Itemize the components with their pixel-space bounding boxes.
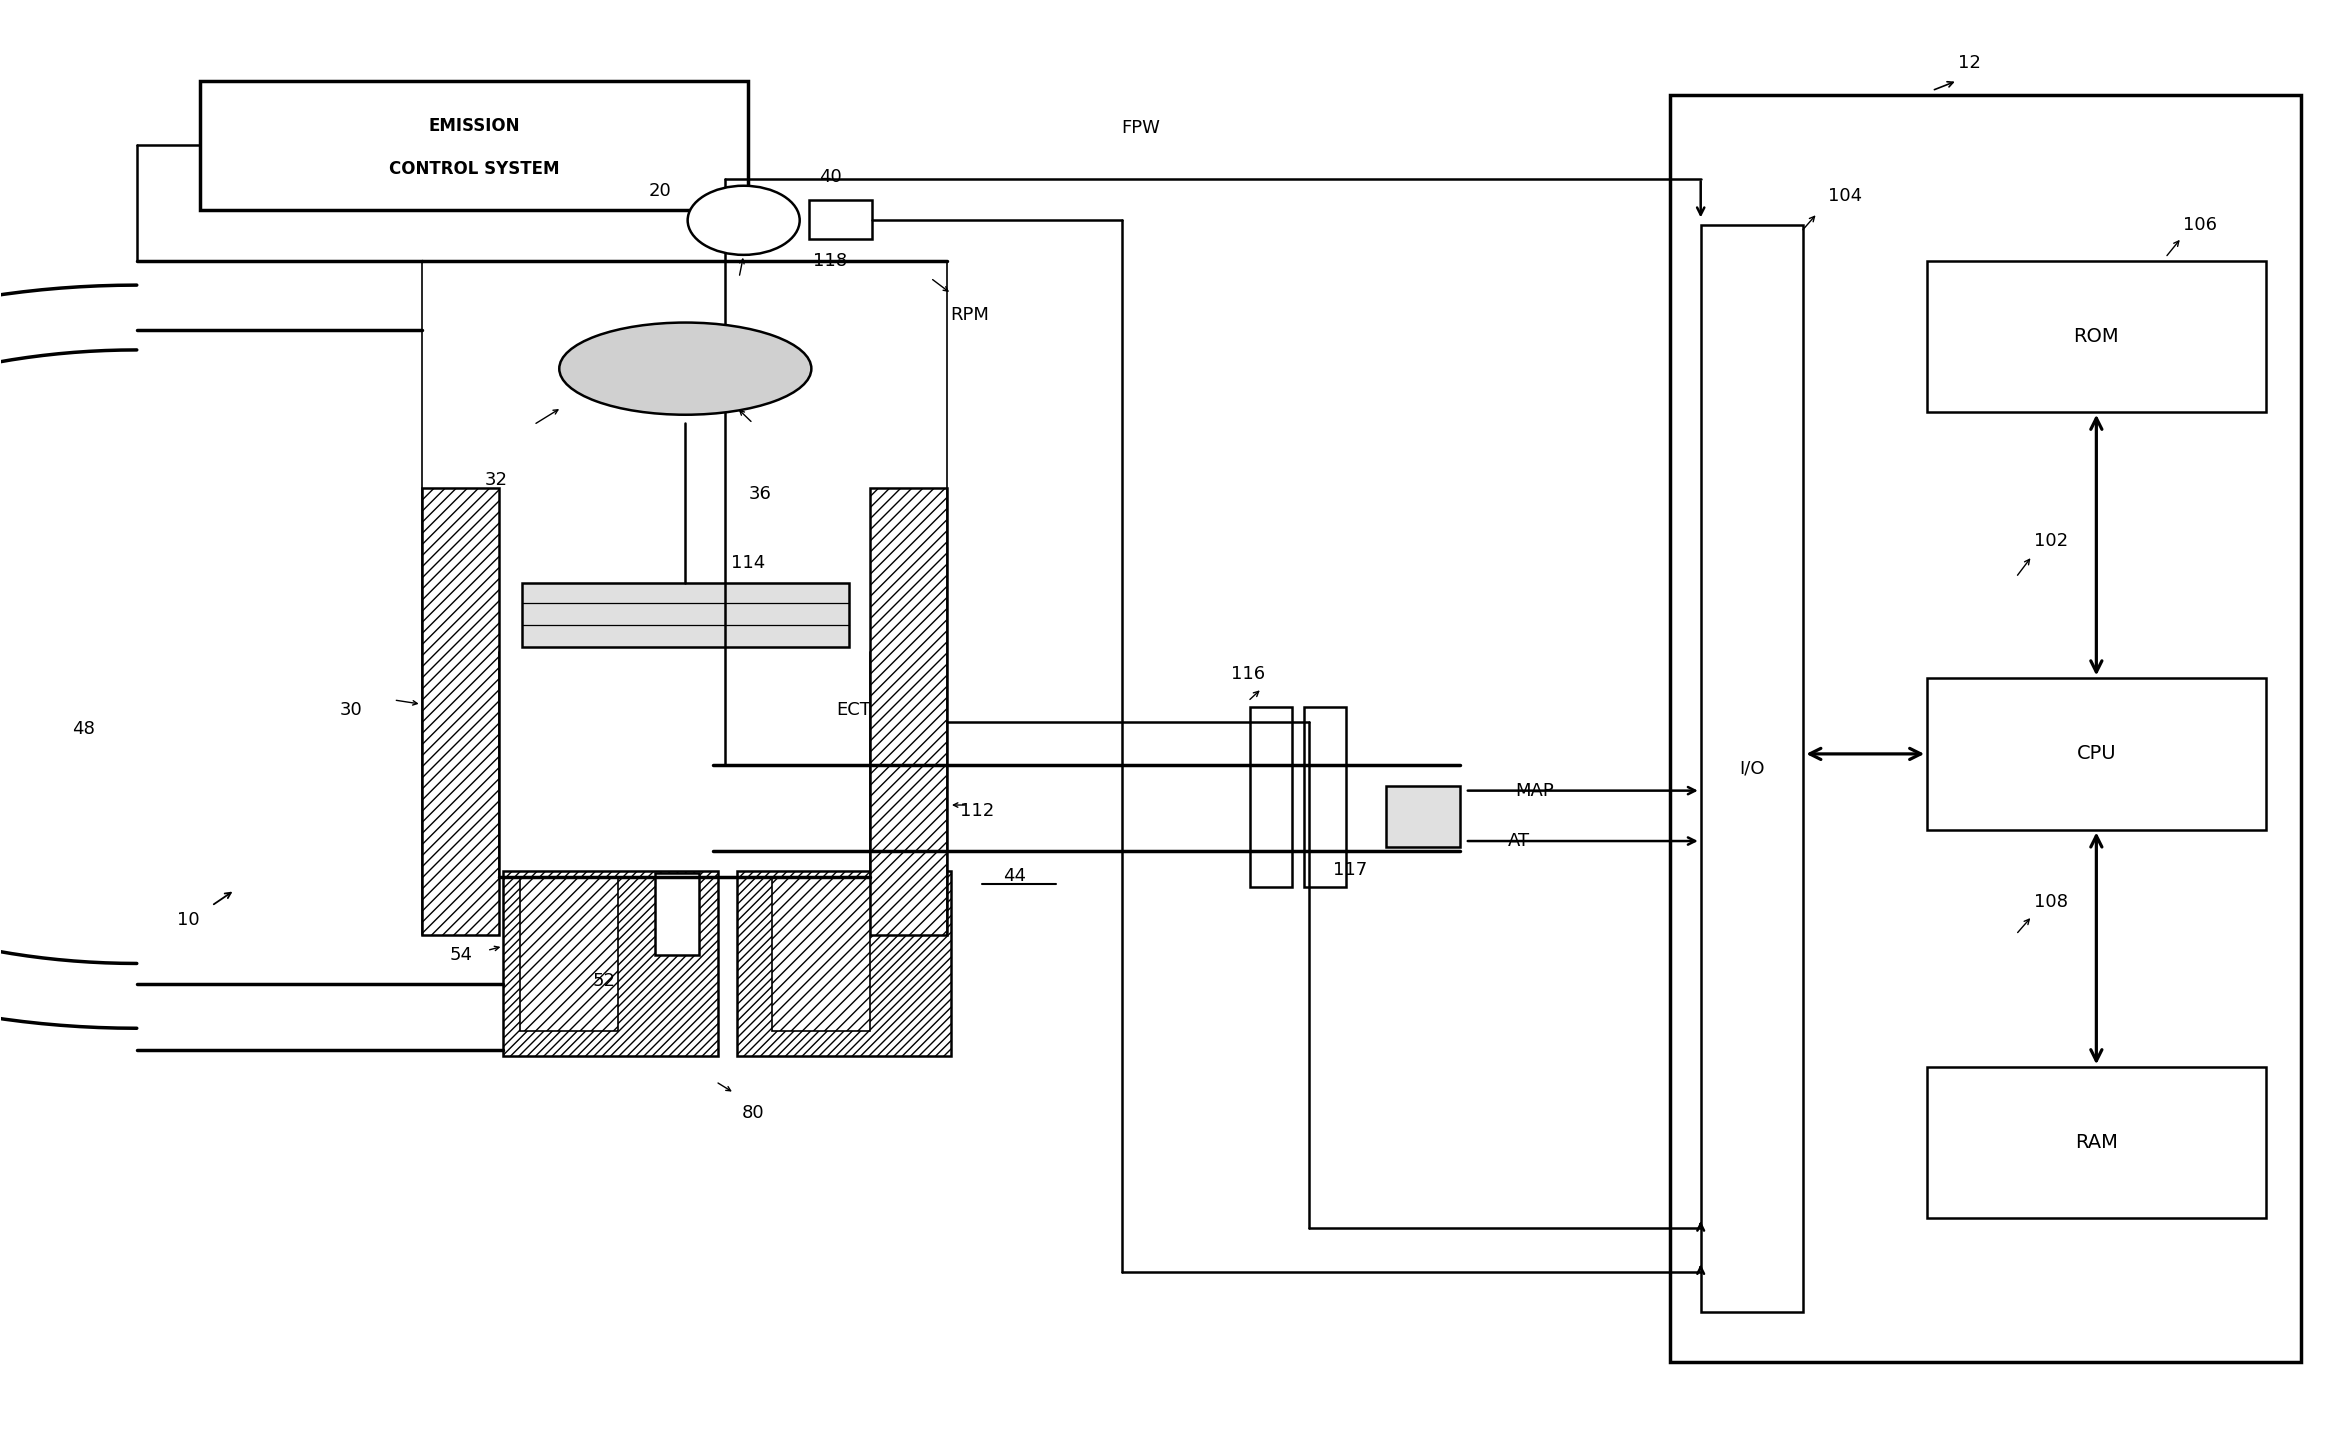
Bar	[421, 488, 498, 935]
Text: EMISSION: EMISSION	[428, 117, 519, 136]
Text: 80: 80	[741, 1104, 764, 1123]
Text: 10: 10	[178, 911, 199, 929]
Bar	[199, 81, 748, 211]
Circle shape	[687, 186, 799, 255]
Text: 32: 32	[484, 470, 507, 489]
Bar	[1304, 707, 1346, 887]
Text: ECT: ECT	[837, 701, 872, 719]
Bar	[519, 877, 617, 1032]
Bar	[809, 201, 872, 240]
Bar	[1928, 678, 2265, 830]
Bar	[771, 877, 869, 1032]
Bar	[1701, 225, 1804, 1312]
Text: 112: 112	[961, 802, 993, 820]
Text: 54: 54	[449, 945, 472, 964]
Text: I/O: I/O	[1739, 759, 1764, 778]
Text: RPM: RPM	[951, 306, 989, 325]
Bar	[1928, 1068, 2265, 1218]
Text: ROM: ROM	[2073, 326, 2120, 346]
Bar	[736, 872, 951, 1056]
Text: 12: 12	[1958, 55, 1979, 72]
Bar	[654, 873, 699, 955]
Text: MAP: MAP	[1517, 782, 1554, 799]
Text: 104: 104	[1828, 186, 1863, 205]
Text: 20: 20	[647, 182, 671, 201]
Bar	[1671, 95, 2300, 1362]
Text: 102: 102	[2033, 532, 2068, 550]
Text: 106: 106	[2183, 215, 2218, 234]
Bar	[869, 488, 946, 935]
Text: CPU: CPU	[2078, 745, 2117, 763]
Text: 48: 48	[72, 720, 93, 737]
Text: FPW: FPW	[1122, 120, 1159, 137]
Bar	[1928, 261, 2265, 411]
Bar	[1250, 707, 1292, 887]
Text: 118: 118	[813, 251, 846, 270]
Text: RAM: RAM	[2075, 1133, 2117, 1153]
Text: AT: AT	[1507, 833, 1531, 850]
Text: 44: 44	[1003, 867, 1026, 885]
Bar	[502, 872, 717, 1056]
Text: 108: 108	[2033, 893, 2068, 911]
Text: 36: 36	[748, 485, 771, 504]
Text: CONTROL SYSTEM: CONTROL SYSTEM	[388, 160, 559, 177]
Text: 52: 52	[591, 971, 615, 990]
Text: 117: 117	[1334, 861, 1367, 879]
Text: 30: 30	[341, 701, 362, 719]
Bar	[1386, 786, 1461, 847]
Text: 114: 114	[731, 554, 767, 571]
Ellipse shape	[559, 323, 811, 414]
Bar	[521, 583, 848, 646]
Text: 116: 116	[1232, 665, 1264, 683]
Text: 40: 40	[818, 167, 841, 186]
